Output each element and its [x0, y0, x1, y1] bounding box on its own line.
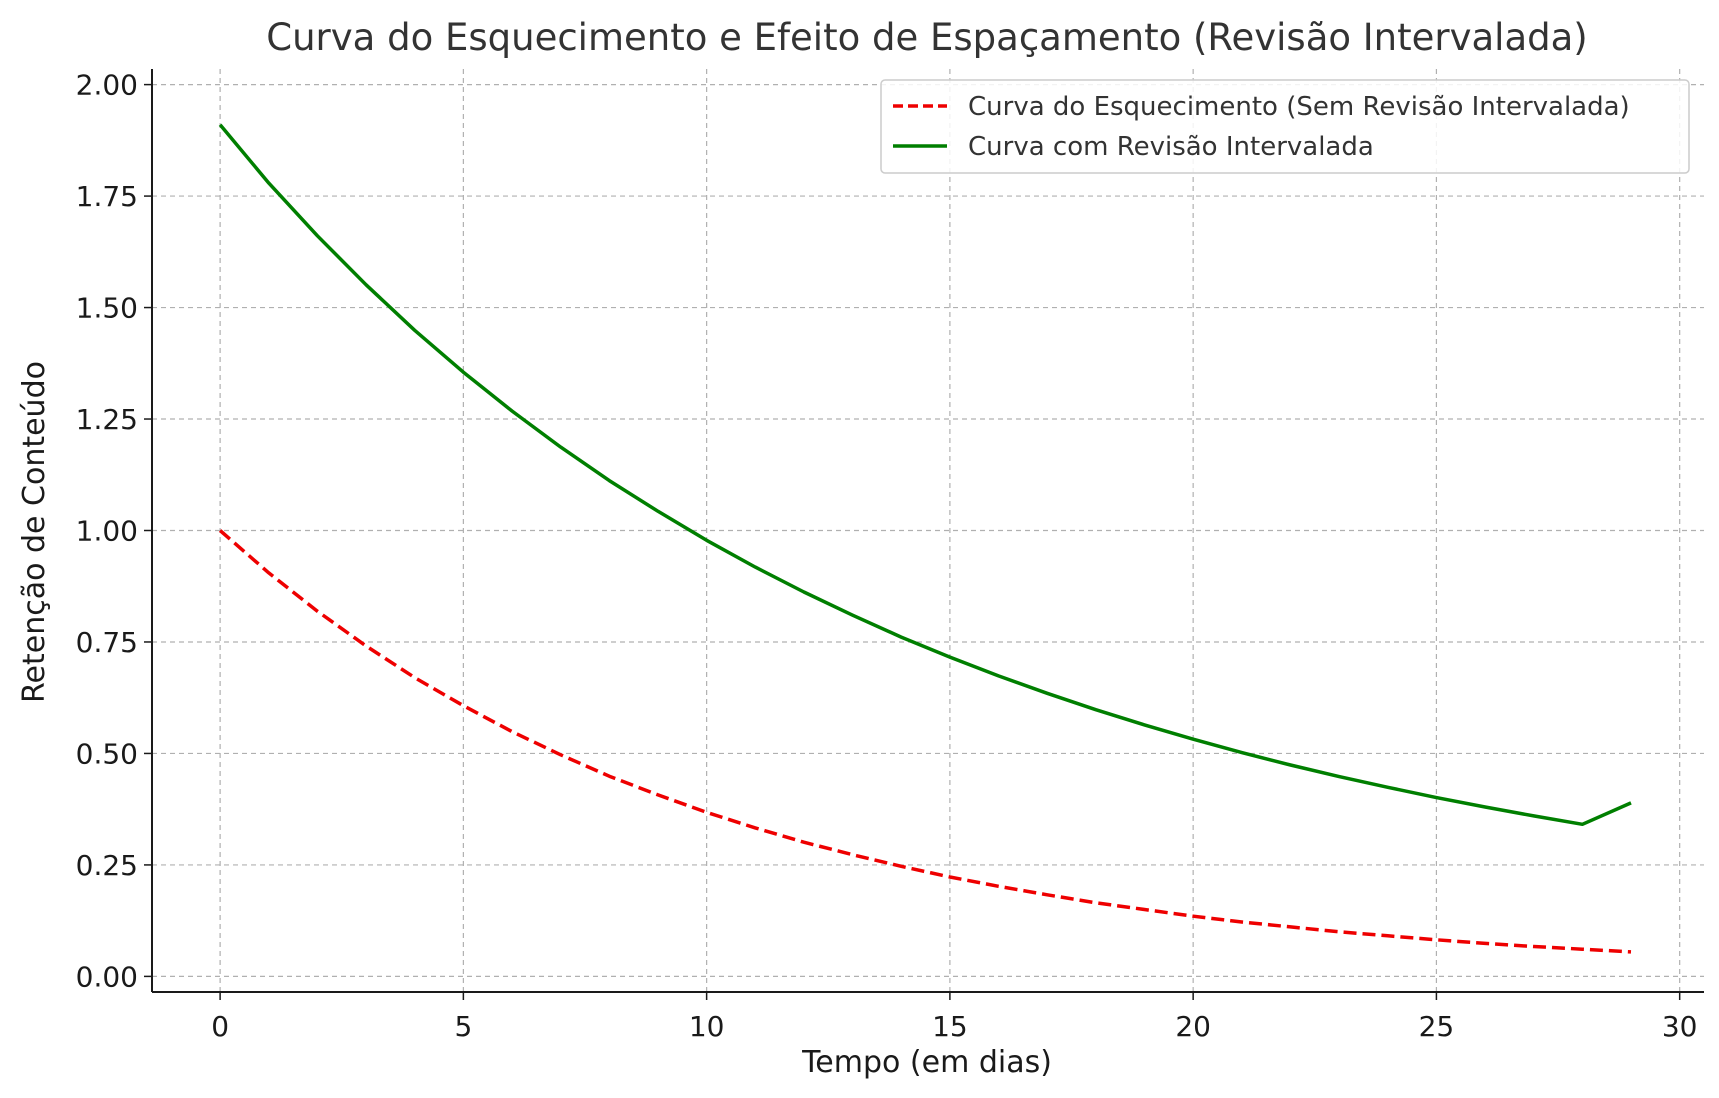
series-line-1: [218, 123, 1632, 827]
y-tick-label: 0.75: [76, 626, 138, 659]
x-tick-label: 25: [1419, 1010, 1455, 1043]
series-layer: [218, 123, 1632, 954]
x-tick-label: 5: [454, 1010, 472, 1043]
legend: Curva do Esquecimento (Sem Revisão Inter…: [880, 79, 1690, 174]
legend-label-forgetting: Curva do Esquecimento (Sem Revisão Inter…: [968, 92, 1630, 122]
y-tick-label: 1.25: [76, 403, 138, 436]
y-axis-title: Retenção de Conteúdo: [17, 361, 52, 703]
x-tick-label: 10: [689, 1010, 725, 1043]
x-axis-title: Tempo (em dias): [801, 1045, 1052, 1080]
x-tick-label: 0: [211, 1010, 229, 1043]
legend-box: [880, 79, 1690, 174]
y-tick-label: 1.75: [76, 180, 138, 213]
y-tick-label: 0.50: [76, 737, 138, 770]
x-tick-label: 15: [932, 1010, 968, 1043]
x-tick-label: 20: [1175, 1010, 1211, 1043]
y-tick-label: 1.00: [76, 515, 138, 548]
ticks: 0 5 10 15 20 25 30 0.00 0.25 0.50 0.75 1.00 1.25 1.50…: [76, 69, 1698, 1043]
chart-title: Curva do Esquecimento e Efeito de Espaça…: [266, 16, 1587, 59]
legend-label-spaced-review: Curva com Revisão Intervalada: [968, 132, 1374, 162]
y-tick-label: 0.25: [76, 849, 138, 882]
x-tick-label: 30: [1662, 1010, 1698, 1043]
y-tick-label: 1.50: [76, 292, 138, 325]
y-tick-label: 2.00: [76, 69, 138, 102]
y-tick-label: 0.00: [76, 960, 138, 993]
series-line-0: [218, 529, 1632, 954]
